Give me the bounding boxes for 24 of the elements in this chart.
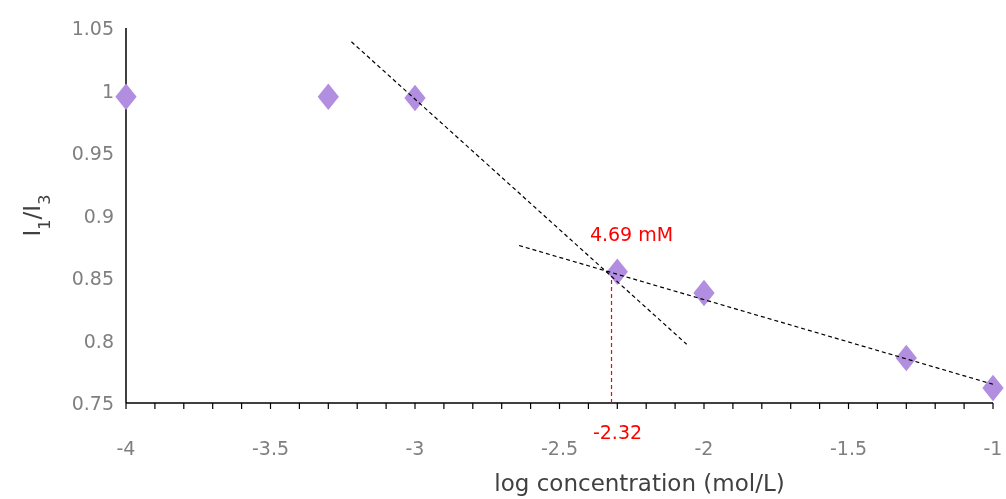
y-tick-label: 0.95 <box>71 142 114 164</box>
y-tick-label: 0.85 <box>71 267 114 289</box>
y-tick-label: 1.05 <box>71 17 114 39</box>
point <box>606 258 628 285</box>
x-tick-label: -3 <box>405 437 425 459</box>
x-tick-label: -1 <box>983 437 1003 459</box>
point <box>404 84 426 112</box>
y-tick-label: 0.75 <box>71 392 114 414</box>
y-tick-label: 1 <box>101 79 114 102</box>
x-axis-title: log concentration (mol/L) <box>494 470 785 496</box>
point <box>115 83 137 110</box>
x-tick-label: -2.5 <box>540 437 579 459</box>
y-tick-label: 0.8 <box>83 329 114 352</box>
x-tick-label: -2 <box>694 437 714 459</box>
x-tick-label: -3.5 <box>251 437 290 459</box>
x-tick-label: -4 <box>116 437 136 459</box>
ref-line-label: -2.32 <box>592 421 643 443</box>
annotation: 4.69 mM <box>589 223 674 246</box>
point <box>317 83 339 110</box>
point <box>982 374 1004 402</box>
point <box>693 279 715 307</box>
y-tick-label: 0.9 <box>83 204 114 227</box>
x-tick-label: -1.5 <box>829 437 868 459</box>
point <box>895 344 917 372</box>
